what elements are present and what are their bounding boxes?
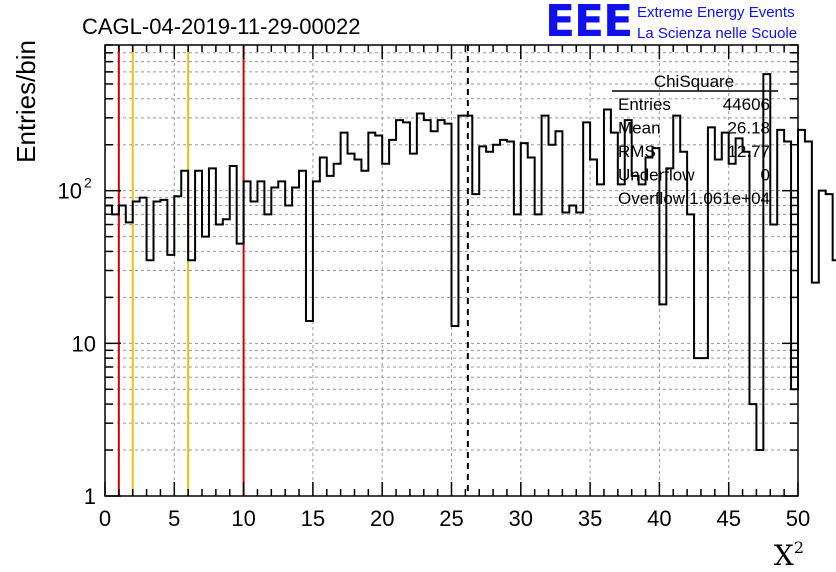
x-tick-label: 15 <box>301 506 325 531</box>
stats-box: ChiSquare Entries 44606 Mean 26.18 RMS 12.77 U… <box>612 72 778 208</box>
stats-row-value: 44606 <box>723 95 770 114</box>
stats-row-value: 26.18 <box>727 119 770 138</box>
x-tick-label: 40 <box>647 506 671 531</box>
stats-row-label: RMS <box>618 142 656 161</box>
y-tick-label: 1 <box>84 484 96 509</box>
y-tick-label: 10 <box>58 179 82 204</box>
logo-text-line1: Extreme Energy Events <box>637 4 795 21</box>
x-tick-label: 10 <box>231 506 255 531</box>
stats-row-value: 1.061e+04 <box>689 189 770 208</box>
stats-row-label: Mean <box>618 119 661 138</box>
stats-row-value: 12.77 <box>727 142 770 161</box>
x-tick-label: 20 <box>370 506 394 531</box>
chart-title: CAGL-04-2019-11-29-00022 <box>82 14 360 39</box>
x-axis-label-superscript: 2 <box>794 538 804 557</box>
x-tick-label: 50 <box>786 506 810 531</box>
x-tick-label: 25 <box>439 506 463 531</box>
histogram-line <box>105 73 836 452</box>
x-axis-ticks: 0 5 10 15 20 25 30 35 40 45 50 <box>99 45 810 531</box>
eee-logo-mark: EEE <box>545 0 633 47</box>
logo-text-line2: La Scienza nelle Scuole <box>637 25 798 42</box>
x-tick-label: 45 <box>716 506 740 531</box>
grid-lines <box>105 45 798 496</box>
stats-box-rows: Entries 44606 Mean 26.18 RMS 12.77 Underflow 0 O… <box>618 95 770 208</box>
stats-row-label: Overflow <box>618 189 686 208</box>
reference-lines <box>117 45 469 496</box>
x-tick-label: 30 <box>509 506 533 531</box>
stats-row-label: Underflow <box>618 166 695 185</box>
x-tick-label: 35 <box>578 506 602 531</box>
stats-row-label: Entries <box>618 95 671 114</box>
y-axis-label: Entries/bin <box>11 40 41 163</box>
x-axis-label: X2 <box>774 538 804 572</box>
y-tick-label: 10 <box>72 331 96 356</box>
x-tick-label: 5 <box>168 506 180 531</box>
y-tick-exponent: 2 <box>84 175 92 191</box>
stats-box-title: ChiSquare <box>654 72 734 91</box>
x-tick-label: 0 <box>99 506 111 531</box>
stats-row-value: 0 <box>761 166 770 185</box>
x-axis-label-base: X <box>774 539 794 572</box>
